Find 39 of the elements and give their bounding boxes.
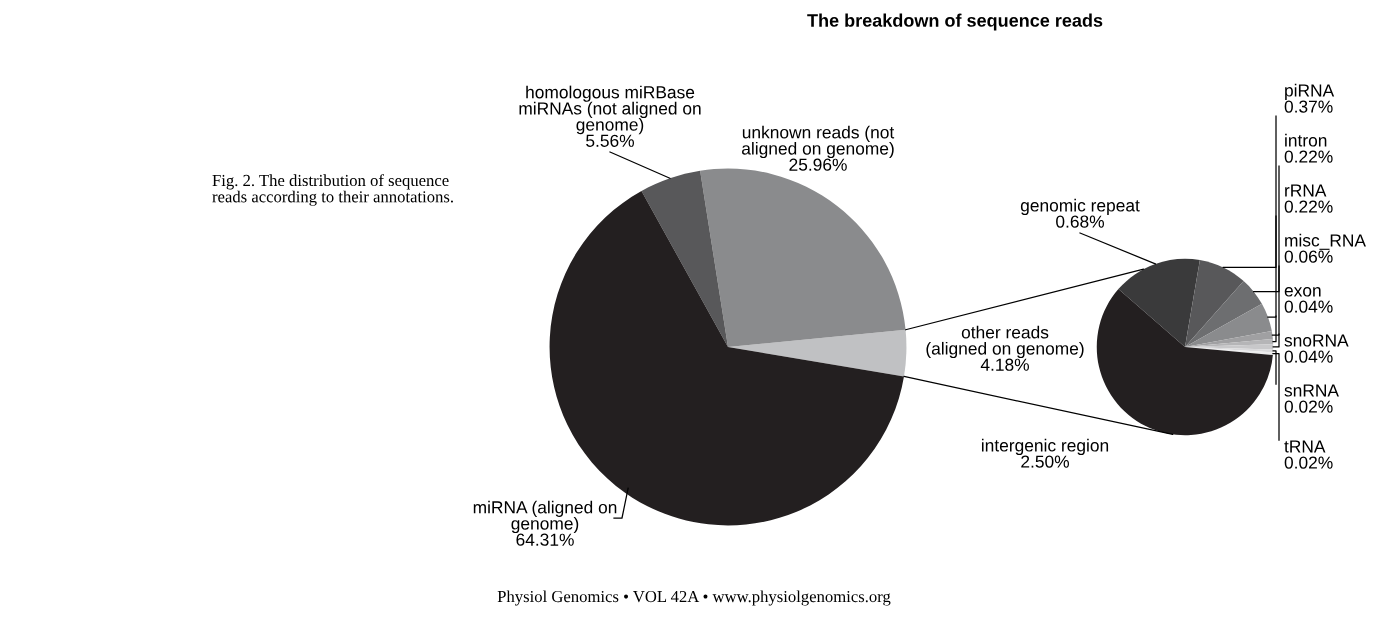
slice-label: homologous miRBase miRNAs (not aligned on genome): [519, 85, 701, 135]
slice-label: exon: [1284, 287, 1321, 297]
slice-label: snoRNA: [1284, 334, 1349, 347]
data-label: 2.50%: [1021, 455, 1069, 468]
caption: Fig. 2. The distribution of sequence reads according to their annotations.: [212, 174, 453, 206]
slice-label: misc_RNA: [1285, 233, 1366, 250]
pie-slice: [728, 329, 907, 377]
data-label: 0.37%: [1284, 100, 1333, 113]
data-label: 0.68%: [1056, 215, 1104, 228]
pie-slice: [1185, 303, 1272, 347]
data-label: 64.31%: [516, 533, 574, 546]
slice-label: intron: [1285, 133, 1327, 147]
data-label: 0.04%: [1284, 350, 1333, 363]
data-label: 25.96%: [789, 158, 847, 171]
data-label: 0.04%: [1284, 300, 1333, 313]
slice-label: piRNA: [1285, 83, 1335, 100]
slice-label: tRNA: [1284, 440, 1326, 453]
slice-label: intergenic region: [981, 438, 1109, 455]
text: Physiol Genomics • VOL 42A • www.physiolgenomics.org: [497, 590, 891, 606]
data-label: 4.18%: [980, 358, 1029, 371]
slice-label: snRNA: [1284, 384, 1339, 397]
slice-label: rRNA: [1285, 184, 1327, 197]
pie-slice: [1185, 281, 1262, 347]
pie-slice: [1118, 258, 1200, 347]
data-label: 0.22%: [1284, 200, 1333, 213]
chart-title: The breakdown of sequence reads: [807, 13, 1103, 31]
data-label: 5.56%: [586, 134, 634, 147]
pie-slice: [1185, 260, 1244, 347]
data-label: 0.02%: [1284, 456, 1333, 469]
data-label: 0.06%: [1284, 250, 1333, 263]
slice-label: unknown reads (not aligned on genome): [742, 125, 895, 159]
data-label: 0.02%: [1284, 400, 1333, 413]
pie-slice: [1185, 331, 1273, 347]
pie-slice: [1096, 289, 1273, 436]
data-label: 0.22%: [1284, 150, 1333, 163]
slice-label: miRNA (aligned on genome): [473, 500, 617, 534]
slice-label: genomic repeat: [1020, 198, 1140, 215]
pie-slice: [641, 170, 728, 347]
slice-label: other reads (aligned on genome): [926, 325, 1084, 359]
